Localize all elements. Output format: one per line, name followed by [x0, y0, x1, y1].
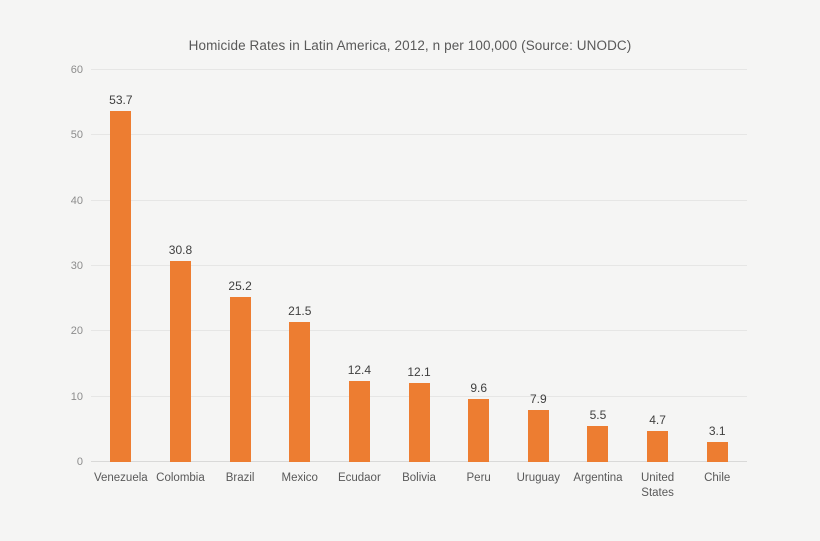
gridline-40 [91, 199, 747, 201]
bar-mexico [289, 321, 311, 462]
value-label-united-states: 4.7 [649, 413, 666, 428]
chart-title: Homicide Rates in Latin America, 2012, n… [188, 38, 632, 53]
x-label-chile: Chile [704, 472, 731, 484]
bar-column-colombia: 30.8 [151, 70, 211, 462]
bars-container: 53.7 30.8 25.2 21.5 12.4 12.1 9.6 7.9 5.5 4.7 3.1 [91, 70, 747, 462]
bar-uruguay [527, 410, 549, 462]
gridline-20 [91, 330, 747, 332]
bar-column-brazil: 25.2 [210, 70, 270, 462]
bar-bolivia [408, 382, 430, 462]
value-label-peru: 9.6 [470, 381, 487, 396]
bar-colombia [169, 260, 191, 462]
x-label-bolivia: Bolivia [402, 472, 436, 484]
y-tick-label-30: 30 [70, 260, 83, 272]
bar-column-peru: 9.6 [449, 70, 509, 462]
y-tick-label-20: 20 [70, 325, 83, 338]
bar-venezuela [110, 111, 132, 462]
x-label-mexico: Mexico [281, 472, 318, 484]
bar-argentina [587, 426, 609, 462]
value-label-ecudaor: 12.4 [347, 363, 372, 377]
x-label-brazil: Brazil [225, 472, 255, 484]
value-label-colombia: 30.8 [168, 242, 193, 257]
value-label-brazil: 25.2 [228, 279, 252, 294]
bar-chile [706, 441, 728, 462]
value-label-uruguay: 7.9 [529, 392, 547, 407]
plot-area: 0 10 20 30 40 50 60 53.7 30.8 25.2 21.5 12.4 12.1 9.6… [71, 64, 747, 499]
y-tick-label-50: 50 [70, 129, 83, 142]
y-tick-label-0: 0 [76, 456, 83, 468]
bar-column-bolivia: 12.1 [389, 70, 449, 462]
bar-column-mexico: 21.5 [270, 70, 330, 462]
bar-brazil [229, 297, 251, 462]
value-label-chile: 3.1 [708, 423, 726, 438]
value-label-mexico: 21.5 [288, 303, 312, 318]
value-label-argentina: 5.5 [589, 408, 607, 423]
x-label-united-states: United States [640, 472, 675, 499]
gridline-50 [91, 134, 747, 136]
y-tick-label-10: 10 [70, 390, 83, 403]
value-label-venezuela: 53.7 [109, 93, 133, 108]
x-label-argentina: Argentina [573, 472, 623, 484]
bar-column-argentina: 5.5 [568, 70, 628, 462]
bar-column-united-states: 4.7 [628, 70, 688, 462]
y-tick-label-40: 40 [70, 194, 83, 207]
bar-column-uruguay: 7.9 [508, 70, 568, 462]
x-label-venezuela: Venezuela [93, 472, 148, 484]
x-label-uruguay: Uruguay [516, 472, 561, 484]
bar-united-states [647, 431, 669, 462]
gridline-60 [91, 69, 747, 70]
bar-column-ecudaor: 12.4 [330, 70, 390, 462]
bar-column-venezuela: 53.7 [91, 70, 151, 462]
gridline-30 [91, 265, 747, 266]
value-label-bolivia: 12.1 [407, 364, 431, 379]
bar-peru [468, 399, 490, 462]
x-axis-labels: Venezuela Colombia Brazil Mexico Ecudaor Boli… [91, 471, 747, 501]
x-label-colombia: Colombia [156, 472, 205, 484]
x-label-peru: Peru [466, 472, 491, 484]
x-label-ecudaor: Ecudaor [337, 472, 381, 484]
bar-ecudaor [348, 381, 370, 462]
bar-column-chile: 3.1 [687, 70, 747, 462]
y-tick-label-60: 60 [70, 64, 83, 76]
